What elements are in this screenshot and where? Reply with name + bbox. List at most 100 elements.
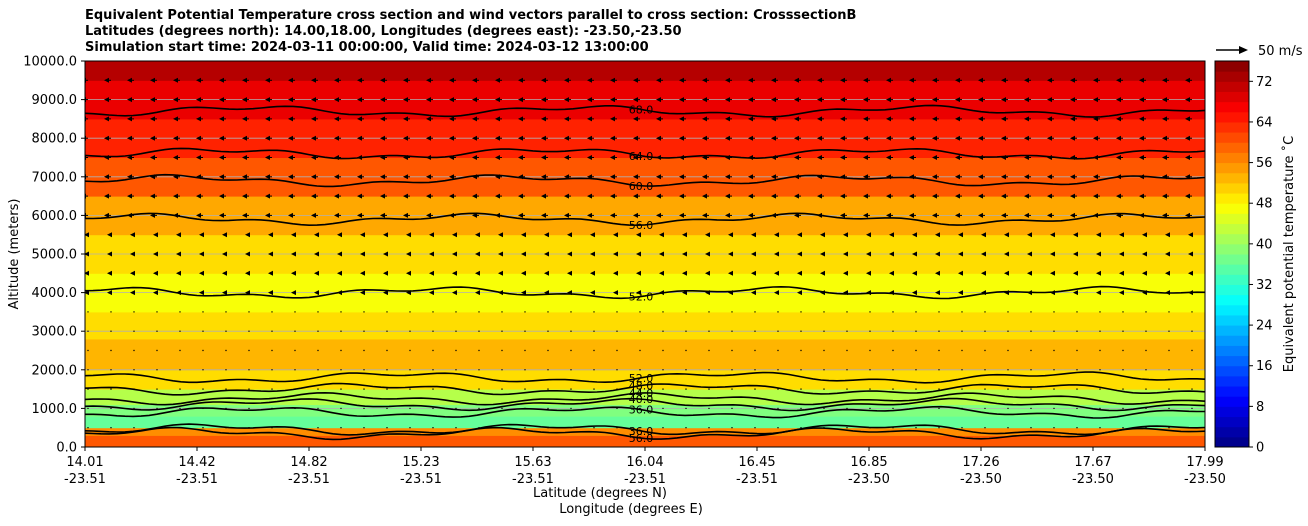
colorbar-segment <box>1215 172 1249 184</box>
wind-vector <box>705 251 710 257</box>
wind-vector <box>1024 212 1029 218</box>
wind-vector <box>199 232 204 238</box>
wind-vector <box>1165 270 1170 276</box>
wind-vector <box>225 388 227 390</box>
wind-vector <box>242 155 247 160</box>
wind-vector <box>938 349 940 352</box>
theta-e-band <box>85 369 1205 390</box>
colorbar-tick-label: 8 <box>1256 400 1264 415</box>
wind-vector <box>268 270 273 276</box>
wind-vector <box>219 135 224 141</box>
wind-vector <box>429 251 434 257</box>
wind-vector <box>288 174 293 180</box>
wind-vector <box>863 155 868 160</box>
wind-vector <box>340 388 342 390</box>
wind-vector <box>912 232 917 238</box>
wind-vector <box>426 116 431 122</box>
wind-vector <box>150 135 155 141</box>
wind-vector <box>955 212 960 218</box>
wind-vector <box>524 311 526 313</box>
wind-vector <box>495 116 500 122</box>
wind-vector <box>173 135 178 141</box>
wind-vector <box>449 116 454 122</box>
wind-vector <box>978 116 983 122</box>
wind-vector <box>360 251 365 257</box>
wind-vector <box>817 155 822 160</box>
wind-vector <box>751 251 756 257</box>
wind-vector <box>153 270 158 276</box>
wind-vector <box>633 97 638 103</box>
wind-vector <box>1076 388 1078 390</box>
wind-vector <box>85 251 89 257</box>
wind-vector <box>403 155 408 160</box>
x-tick-label-lat: 16.45 <box>738 455 775 470</box>
wind-vector <box>1024 174 1029 180</box>
wind-vector <box>196 135 201 141</box>
wind-vector <box>1001 193 1006 199</box>
wind-vector <box>452 232 457 238</box>
wind-vector <box>731 369 733 371</box>
wind-vector <box>866 232 871 238</box>
wind-vector <box>610 77 615 83</box>
colorbar-segment <box>1215 325 1249 336</box>
wind-vector <box>455 330 457 332</box>
x-tick-label-lat: 17.67 <box>1074 455 1111 470</box>
wind-vector <box>981 251 986 257</box>
wind-vector <box>288 97 293 103</box>
wind-vector <box>938 311 940 313</box>
colorbar-tick-label: 56 <box>1256 156 1273 171</box>
colorbar-tick-label: 32 <box>1256 278 1273 293</box>
wind-vector <box>518 193 523 199</box>
wind-vector <box>909 97 914 103</box>
wind-vector <box>265 155 270 160</box>
wind-vector <box>271 388 273 390</box>
wind-vector <box>173 77 178 83</box>
wind-vector <box>820 290 825 296</box>
wind-vector <box>179 330 181 332</box>
wind-vector <box>518 135 523 141</box>
colorbar-segment <box>1215 365 1249 377</box>
wind-vector <box>104 155 109 160</box>
wind-vector <box>294 388 296 390</box>
wind-vector <box>472 193 477 199</box>
colorbar-segment <box>1215 101 1249 113</box>
wind-vector <box>771 77 776 83</box>
wind-vector <box>1053 388 1055 390</box>
wind-vector <box>334 212 339 218</box>
wind-vector <box>386 330 388 332</box>
wind-vector <box>87 311 89 313</box>
wind-vector <box>892 388 894 390</box>
wind-vector <box>840 212 845 218</box>
wind-vector <box>570 427 572 429</box>
wind-vector <box>961 349 963 352</box>
wind-vector <box>432 311 434 313</box>
wind-vector <box>130 251 135 257</box>
wind-vector <box>1099 369 1101 371</box>
wind-vector <box>107 270 112 276</box>
x-tick-label-lon: -23.51 <box>64 472 106 487</box>
wind-vector <box>705 290 710 296</box>
wind-vector <box>107 232 112 238</box>
wind-vector <box>127 174 132 180</box>
wind-vector <box>679 116 684 122</box>
wind-vector <box>823 330 825 332</box>
wind-vector <box>633 193 638 199</box>
wind-vector <box>1004 270 1009 276</box>
wind-vector <box>294 311 296 313</box>
wind-vector <box>547 369 549 371</box>
colorbar-segment <box>1215 162 1249 174</box>
wind-vector <box>173 174 178 180</box>
wind-vector <box>633 155 638 160</box>
wind-vector <box>1093 193 1098 199</box>
wind-vector <box>219 77 224 83</box>
wind-vector <box>288 155 293 160</box>
wind-vector <box>1027 232 1032 238</box>
wind-vector <box>1191 311 1193 313</box>
wind-vector <box>449 174 454 180</box>
wind-vector <box>1122 330 1124 332</box>
wind-vector <box>1024 77 1029 83</box>
wind-vector <box>863 174 868 180</box>
wind-vector <box>363 407 365 410</box>
wind-vector <box>1073 270 1078 276</box>
